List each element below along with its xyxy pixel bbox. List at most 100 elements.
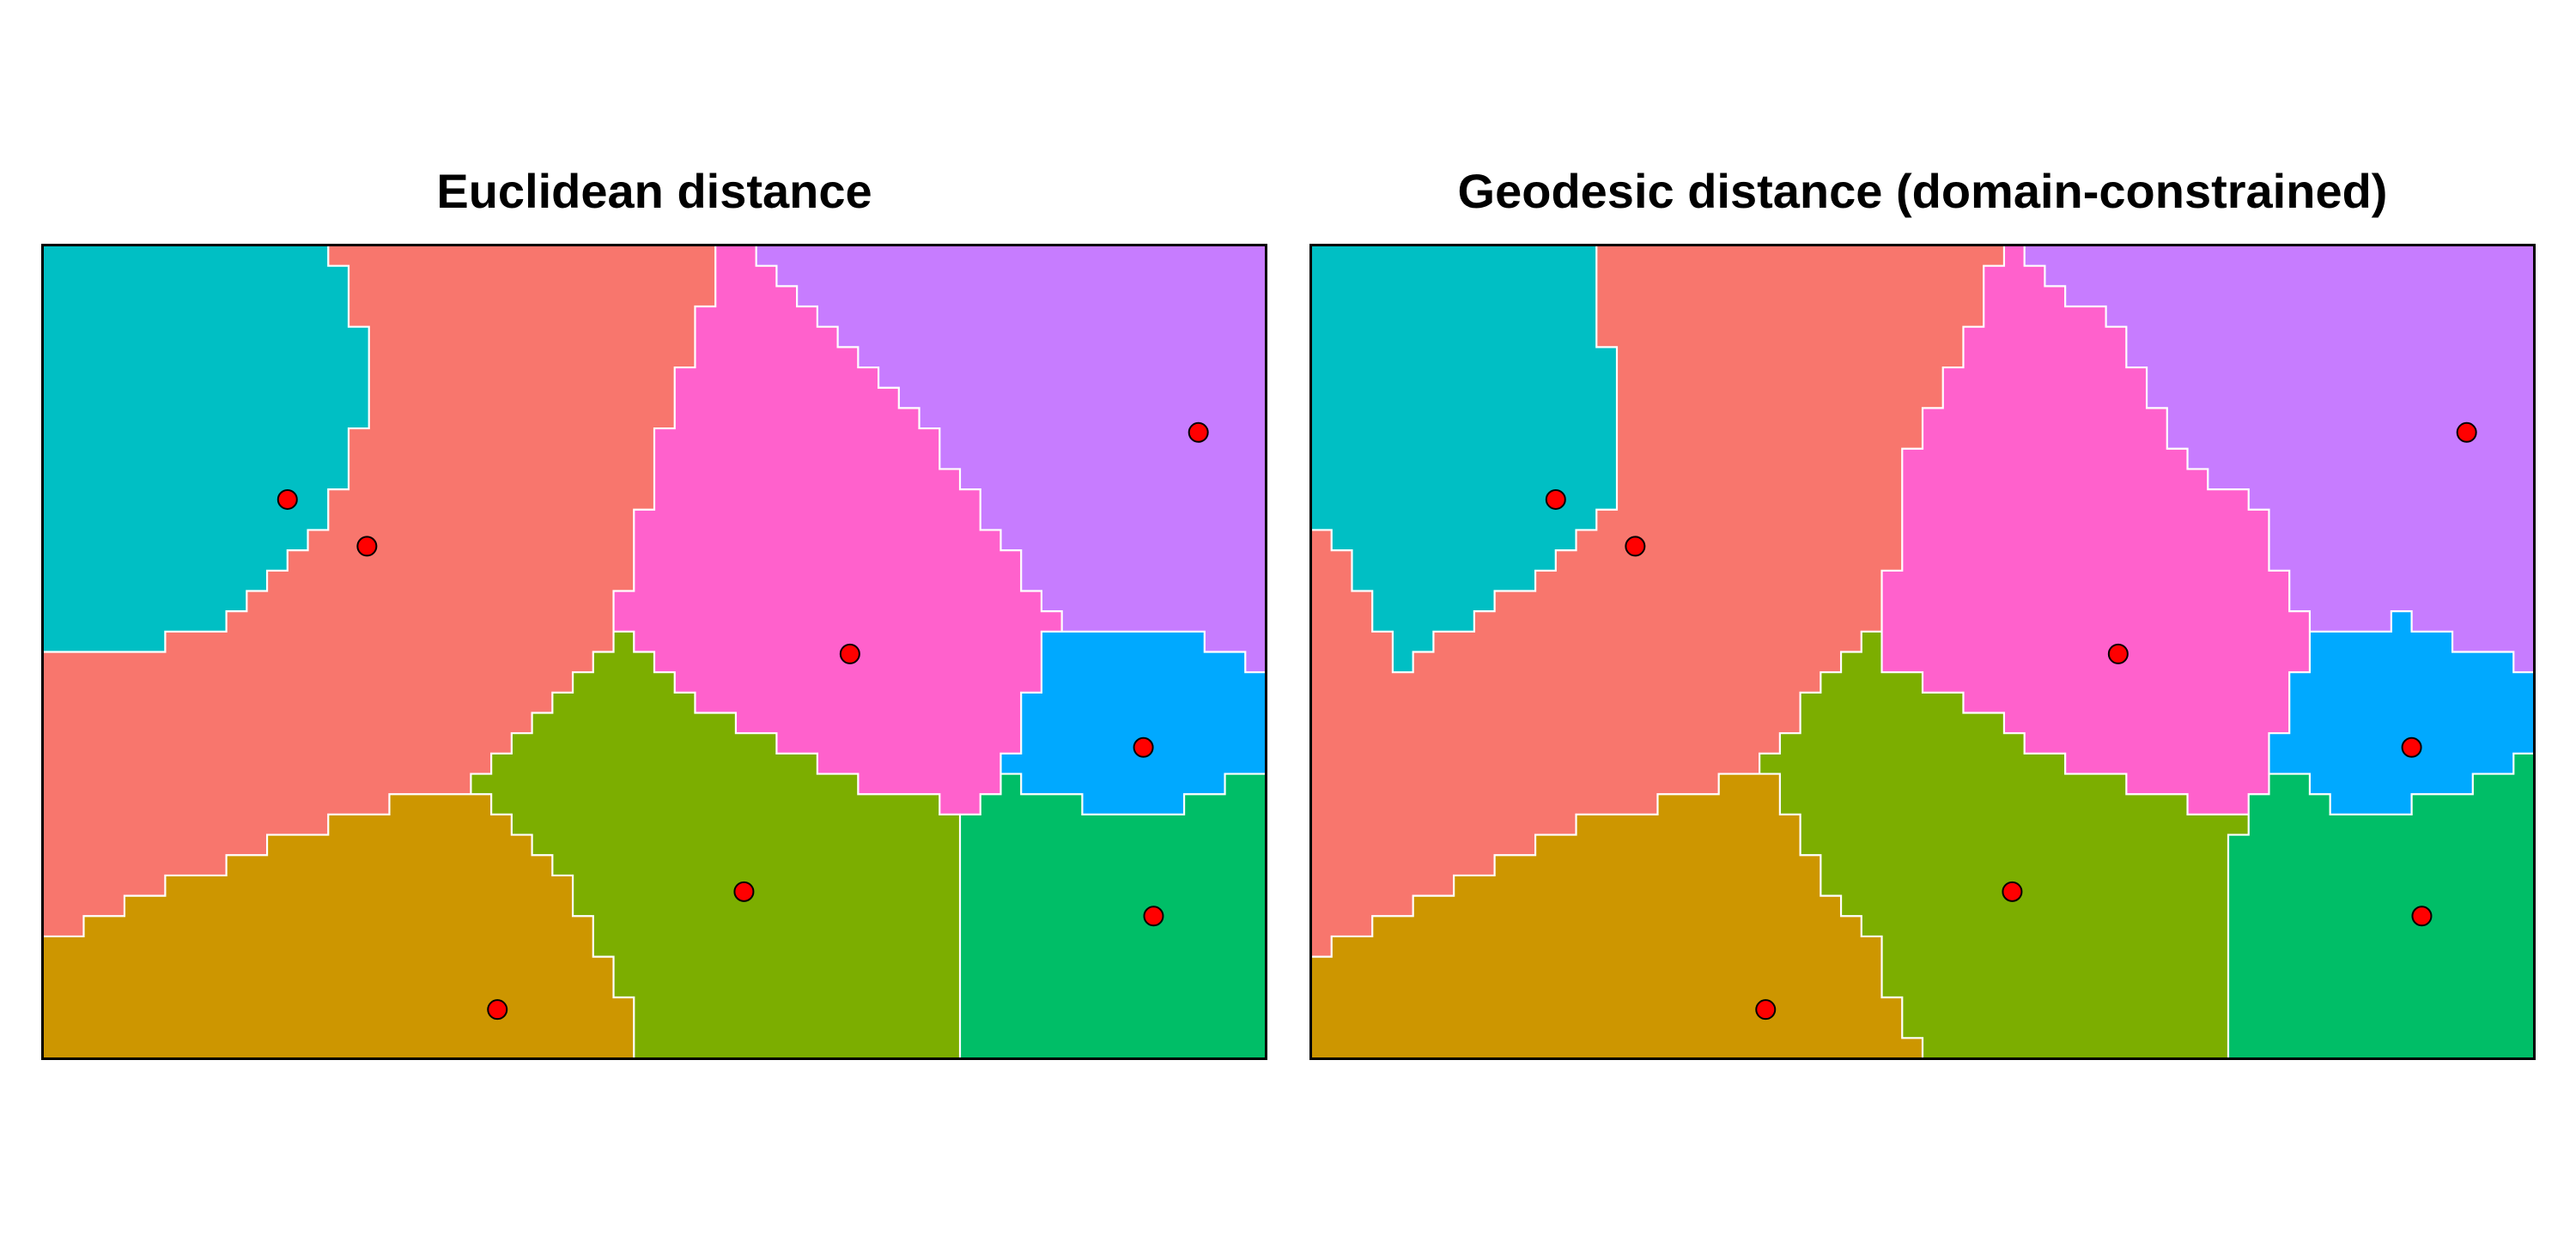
region-cell-salmon bbox=[1311, 672, 1821, 694]
seed-point bbox=[1625, 536, 1646, 557]
region-cell-cyan bbox=[1311, 245, 1597, 267]
region-cell-green bbox=[2228, 875, 2534, 897]
region-cell-cyan bbox=[43, 570, 268, 592]
region-cell-salmon bbox=[43, 672, 574, 694]
region-cell-olive bbox=[1881, 977, 2229, 998]
region-cell-blue bbox=[2269, 733, 2534, 754]
region-cell-purple bbox=[2105, 306, 2534, 328]
region-cell-cyan bbox=[1352, 570, 1536, 592]
region-cell-gold bbox=[1494, 855, 1821, 876]
region-cell-cyan bbox=[43, 448, 349, 470]
region-cell-gold bbox=[1657, 794, 1781, 815]
region-cell-salmon bbox=[43, 651, 594, 673]
region-cell-gold bbox=[1311, 1017, 1903, 1039]
region-cell-olive bbox=[592, 651, 655, 673]
seed-point bbox=[2107, 643, 2129, 664]
region-cell-purple bbox=[939, 428, 1266, 450]
region-cell-purple bbox=[2452, 631, 2534, 653]
region-cell-magenta bbox=[1963, 347, 2127, 368]
region-cell-salmon bbox=[165, 631, 615, 653]
region-cell-olive bbox=[1861, 631, 1883, 653]
region-cell-cyan bbox=[43, 408, 370, 429]
region-cell-magenta bbox=[2126, 773, 2270, 795]
region-cell-salmon bbox=[349, 286, 716, 307]
region-cell-salmon bbox=[1494, 591, 1883, 612]
region-cell-green bbox=[1000, 773, 1022, 795]
region-cell-cyan bbox=[43, 367, 370, 389]
seed-point bbox=[2411, 906, 2433, 927]
region-boundaries bbox=[1311, 245, 2534, 1058]
region-cell-magenta bbox=[1923, 408, 2168, 429]
region-cell-salmon bbox=[349, 306, 696, 328]
region-cell-green bbox=[2228, 1038, 2534, 1058]
geodesic-panel-title: Geodesic distance (domain-constrained) bbox=[1457, 164, 2388, 218]
region-cell-olive bbox=[1779, 733, 2026, 754]
region-cell-salmon bbox=[1413, 651, 1842, 673]
region-cell-magenta bbox=[1984, 286, 2066, 307]
region-cell-olive bbox=[592, 916, 961, 937]
region-cell-salmon bbox=[1311, 814, 1577, 836]
region-cell-magenta bbox=[634, 530, 1002, 551]
region-cell-olive bbox=[1800, 712, 2005, 734]
region-cell-magenta bbox=[715, 265, 777, 287]
region-cell-olive bbox=[532, 712, 737, 734]
region-cell-gold bbox=[1372, 916, 1862, 937]
region-cell-purple bbox=[2166, 408, 2534, 429]
region-cell-green bbox=[960, 997, 1266, 1019]
region-cell-cyan bbox=[1311, 428, 1618, 450]
seed-point bbox=[1133, 736, 1154, 758]
region-cell-olive bbox=[1923, 1038, 2229, 1058]
region-cell-cyan bbox=[1372, 591, 1496, 612]
region-cell-magenta bbox=[1881, 591, 2290, 612]
region-cell-olive bbox=[511, 733, 777, 754]
region-cell-purple bbox=[1021, 550, 1266, 572]
region-cell-salmon bbox=[328, 245, 716, 267]
region-cell-olive bbox=[634, 997, 961, 1019]
seed-point bbox=[2002, 881, 2023, 902]
region-cell-salmon bbox=[1311, 895, 1414, 917]
region-cell-gold bbox=[1311, 997, 1903, 1019]
region-cell-olive bbox=[573, 895, 961, 917]
region-cell-salmon bbox=[328, 489, 655, 511]
region-cell-cyan bbox=[1311, 347, 1618, 368]
seed-point bbox=[1188, 421, 1209, 443]
region-cell-purple bbox=[2065, 286, 2534, 307]
region-cell-magenta bbox=[735, 712, 1022, 734]
region-cell-blue bbox=[2309, 651, 2514, 673]
region-cell-purple bbox=[1061, 611, 1266, 633]
euclidean-panel-title: Euclidean distance bbox=[436, 164, 872, 218]
region-cell-salmon bbox=[1596, 245, 2005, 267]
seed-point bbox=[2456, 421, 2477, 443]
region-cell-cyan bbox=[43, 530, 309, 551]
region-cell-olive bbox=[1820, 672, 1923, 694]
region-cell-green bbox=[2228, 956, 2534, 978]
region-cell-gold bbox=[1413, 895, 1842, 917]
region-cell-salmon bbox=[1596, 265, 1984, 287]
seed-point bbox=[2401, 736, 2422, 758]
region-cell-magenta bbox=[817, 753, 1002, 775]
region-cell-salmon bbox=[1311, 692, 1801, 714]
region-cell-green bbox=[2228, 855, 2534, 876]
region-cell-salmon bbox=[1311, 834, 1536, 856]
region-cell-green bbox=[2513, 753, 2534, 775]
region-cell-cyan bbox=[43, 347, 370, 368]
region-cell-magenta bbox=[715, 245, 757, 267]
region-cell-gold bbox=[1576, 814, 1801, 836]
region-cell-olive bbox=[471, 773, 859, 795]
region-cell-green bbox=[960, 936, 1266, 958]
region-cell-salmon bbox=[1311, 530, 1333, 551]
region-cell-green bbox=[1184, 794, 1266, 815]
region-cell-salmon bbox=[1596, 306, 1984, 328]
region-cell-gold bbox=[1311, 977, 1883, 998]
region-cell-gold bbox=[1535, 834, 1801, 856]
region-cell-gold bbox=[389, 794, 492, 815]
region-cell-magenta bbox=[1881, 611, 2311, 633]
region-cell-olive bbox=[634, 1038, 961, 1058]
region-cell-cyan bbox=[1311, 265, 1597, 287]
region-cell-blue bbox=[2289, 672, 2534, 694]
region-cell-salmon bbox=[368, 387, 676, 409]
region-cell-magenta bbox=[634, 509, 981, 531]
region-cell-olive bbox=[613, 631, 635, 653]
region-cell-gold bbox=[1311, 1038, 1923, 1058]
region-cell-blue bbox=[2309, 631, 2453, 653]
